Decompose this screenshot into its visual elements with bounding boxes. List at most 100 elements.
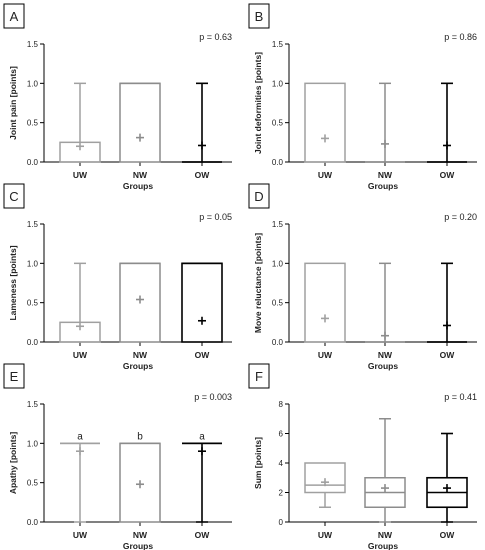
box-nw (119, 82, 161, 163)
y-axis-title: Sum [points] (253, 437, 263, 489)
box-ow (426, 432, 468, 523)
significance-letter: a (199, 431, 205, 442)
y-tick-label: 0.0 (272, 158, 284, 167)
box-uw (304, 82, 346, 163)
x-tick-label: UW (73, 530, 88, 540)
box-iqr (304, 462, 346, 494)
x-tick-label: UW (318, 530, 333, 540)
y-tick-label: 0.5 (272, 299, 284, 308)
box-uw (304, 462, 346, 508)
y-tick-label: 0.5 (272, 119, 284, 128)
y-tick-label: 0.0 (272, 338, 284, 347)
x-tick-label: NW (133, 350, 148, 360)
p-value: p = 0.86 (444, 32, 477, 42)
y-tick-label: 1.5 (272, 220, 284, 229)
panel-b: Bp = 0.86 0.0 0.5 1.0 1.5 UW NW OW Groups Joint d… (248, 3, 477, 191)
box-nw (364, 418, 406, 523)
y-tick-label: 4 (279, 459, 284, 468)
x-axis-title: Groups (368, 181, 398, 191)
box-ow (427, 262, 467, 343)
panel-a: Ap = 0.63 0.0 0.5 1.0 1.5 UW NW OW Groups Joint p… (3, 3, 232, 191)
y-axis-title: Joint deformities [points] (253, 52, 263, 154)
panel-letter-box (3, 363, 25, 389)
y-tick-label: 1.0 (272, 79, 284, 88)
y-tick-label: 1.5 (272, 40, 284, 49)
y-tick-label: 1.0 (27, 79, 39, 88)
significance-letter: a (77, 431, 83, 442)
box-nw (365, 82, 405, 163)
box-iqr (119, 82, 161, 163)
panel-f: Fp = 0.41 0 2 4 6 8 UW NW OW Groups Sum [points] (248, 363, 477, 550)
x-axis-title: Groups (368, 541, 398, 550)
y-tick-label: 8 (279, 400, 284, 409)
y-tick-label: 1.5 (27, 40, 39, 49)
x-tick-label: OW (195, 350, 211, 360)
panel-letter: F (255, 369, 263, 384)
panel-letter: E (10, 369, 19, 384)
y-tick-label: 6 (279, 430, 284, 439)
x-axis-title: Groups (123, 181, 153, 191)
panel-e: Ep = 0.003 0.0 0.5 1.0 1.5 UW NW OW Groups Apathy… (3, 363, 232, 550)
y-tick-label: 0.5 (27, 119, 39, 128)
y-axis-title: Joint pain [points] (8, 66, 18, 140)
panel-letter: D (254, 189, 263, 204)
x-tick-label: OW (440, 530, 456, 540)
box-uw (59, 82, 101, 163)
box-iqr (181, 262, 223, 343)
y-tick-label: 0.5 (27, 299, 39, 308)
p-value: p = 0.05 (199, 212, 232, 222)
significance-letter: b (137, 431, 143, 442)
box-iqr (304, 262, 346, 343)
y-axis-title: Lameness [points] (8, 245, 18, 320)
x-tick-label: OW (195, 530, 211, 540)
panel-letter-box (248, 363, 270, 389)
box-ow: a (182, 431, 222, 523)
x-tick-label: NW (133, 170, 148, 180)
x-tick-label: UW (73, 350, 88, 360)
panel-letter-box (248, 3, 270, 29)
p-value: p = 0.41 (444, 392, 477, 402)
x-tick-label: UW (318, 170, 333, 180)
y-tick-label: 0 (279, 518, 284, 527)
y-tick-label: 1.0 (27, 439, 39, 448)
y-tick-label: 0.0 (27, 158, 39, 167)
p-value: p = 0.20 (444, 212, 477, 222)
box-ow (182, 82, 222, 163)
x-tick-label: NW (378, 170, 393, 180)
x-tick-label: OW (440, 350, 456, 360)
y-tick-label: 2 (279, 489, 284, 498)
x-tick-label: NW (378, 530, 393, 540)
box-nw (119, 262, 161, 343)
x-axis-title: Groups (368, 361, 398, 371)
box-iqr (304, 82, 346, 163)
x-axis-title: Groups (123, 541, 153, 550)
box-nw (365, 262, 405, 343)
p-value: p = 0.63 (199, 32, 232, 42)
y-axis-title: Apathy [points] (8, 432, 18, 494)
p-value: p = 0.003 (194, 392, 232, 402)
box-ow (427, 82, 467, 163)
box-uw: a (60, 431, 100, 523)
y-axis-title: Move reluctance [points] (253, 233, 263, 333)
x-tick-label: UW (73, 170, 88, 180)
x-tick-label: UW (318, 350, 333, 360)
panel-letter-box (3, 183, 25, 209)
panel-c: Cp = 0.05 0.0 0.5 1.0 1.5 UW NW OW Groups Lamenes… (3, 183, 232, 371)
box-uw (59, 262, 101, 343)
x-tick-label: OW (195, 170, 211, 180)
x-tick-label: NW (378, 350, 393, 360)
panel-letter-box (3, 3, 25, 29)
y-tick-label: 1.0 (272, 259, 284, 268)
y-tick-label: 1.5 (27, 220, 39, 229)
y-tick-label: 1.5 (27, 400, 39, 409)
x-tick-label: NW (133, 530, 148, 540)
box-nw: b (119, 431, 161, 523)
box-ow (181, 262, 223, 343)
panel-letter-box (248, 183, 270, 209)
y-tick-label: 0.0 (27, 518, 39, 527)
box-uw (304, 262, 346, 343)
panel-letter: A (10, 9, 19, 24)
panel-letter: B (255, 9, 264, 24)
